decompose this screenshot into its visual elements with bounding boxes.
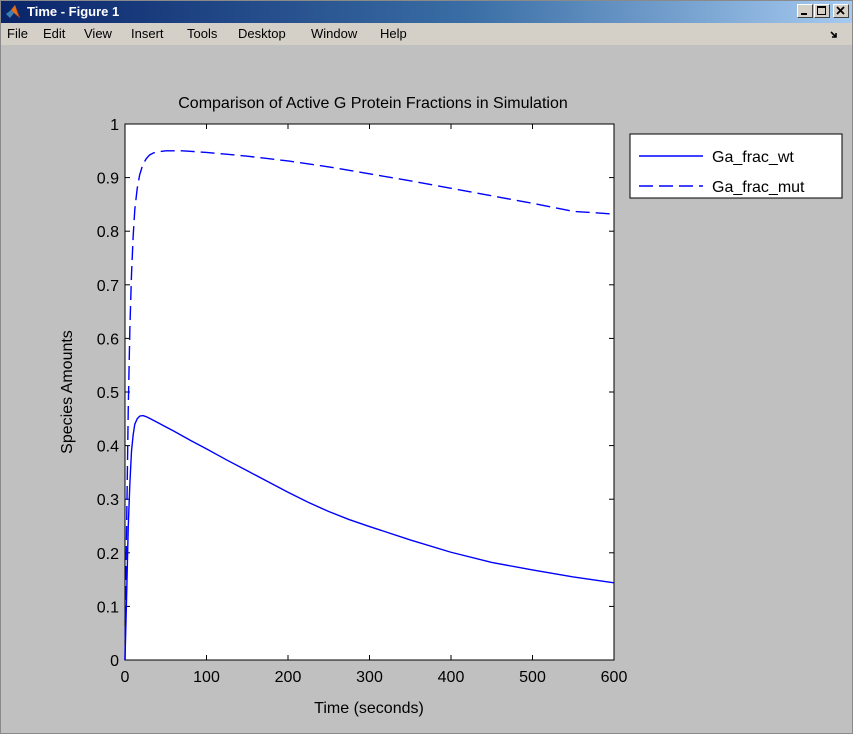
x-tick-label: 400 xyxy=(438,669,465,686)
y-tick-label: 0.3 xyxy=(97,492,119,509)
menu-view[interactable]: View xyxy=(84,26,112,41)
plot-area[interactable] xyxy=(124,123,615,661)
y-tick-label: 0 xyxy=(110,653,119,670)
y-tick-label: 0.9 xyxy=(97,171,119,188)
x-tick-label: 0 xyxy=(121,669,130,686)
series-lines xyxy=(124,150,615,661)
series-line-Ga_frac_wt xyxy=(124,414,615,661)
matlab-logo-icon xyxy=(6,5,20,18)
axis-ticks: 0 100 200 300 400 500 600 0 0.1 0.2 0.3 0.4 0.5 0.6 0.… xyxy=(97,117,628,686)
chart-title: Comparison of Active G Protein Fractions… xyxy=(178,95,568,112)
x-tick-label: 300 xyxy=(356,669,383,686)
y-tick-label: 0.8 xyxy=(97,224,119,241)
legend-label-wt: Ga_frac_wt xyxy=(712,149,794,166)
y-tick-label: 0.7 xyxy=(97,278,119,295)
menu-file[interactable]: File xyxy=(7,26,28,41)
series-line-Ga_frac_mut xyxy=(124,150,615,661)
y-tick-label: 0.4 xyxy=(97,439,119,456)
menu-edit[interactable]: Edit xyxy=(43,26,66,41)
menu-desktop[interactable]: Desktop xyxy=(238,26,286,41)
chart: Comparison of Active G Protein Fractions… xyxy=(59,95,843,717)
x-tick-label: 500 xyxy=(519,669,546,686)
maximize-button[interactable] xyxy=(814,4,830,18)
menu-insert[interactable]: Insert xyxy=(131,26,164,41)
legend-box xyxy=(629,133,843,199)
y-tick-label: 0.6 xyxy=(97,331,119,348)
menu-window[interactable]: Window xyxy=(311,26,358,41)
window-title: Time - Figure 1 xyxy=(27,4,120,19)
close-button[interactable] xyxy=(833,4,849,18)
menu-bar: File Edit View Insert Tools Desktop Wind… xyxy=(1,23,852,45)
y-tick-label: 0.1 xyxy=(97,599,119,616)
x-tick-label: 200 xyxy=(275,669,302,686)
figure-canvas: Comparison of Active G Protein Fractions… xyxy=(1,45,852,733)
menu-tools[interactable]: Tools xyxy=(187,26,218,41)
close-icon xyxy=(836,6,845,15)
y-tick-label: 1 xyxy=(110,117,119,134)
y-axis-label: Species Amounts xyxy=(59,330,76,454)
title-bar[interactable]: Time - Figure 1 xyxy=(1,1,852,23)
x-axis-label: Time (seconds) xyxy=(314,700,424,717)
minimize-icon xyxy=(801,13,807,15)
legend[interactable]: Ga_frac_wt Ga_frac_mut xyxy=(629,133,843,199)
y-tick-label: 0.5 xyxy=(97,385,119,402)
legend-label-mut: Ga_frac_mut xyxy=(712,179,805,196)
y-tick-label: 0.2 xyxy=(97,546,119,563)
x-tick-label: 100 xyxy=(193,669,220,686)
minimize-button[interactable] xyxy=(797,4,813,18)
menu-help[interactable]: Help xyxy=(380,26,407,41)
maximize-icon xyxy=(817,6,826,15)
x-tick-label: 600 xyxy=(601,669,628,686)
dock-arrow-icon[interactable] xyxy=(830,30,840,40)
